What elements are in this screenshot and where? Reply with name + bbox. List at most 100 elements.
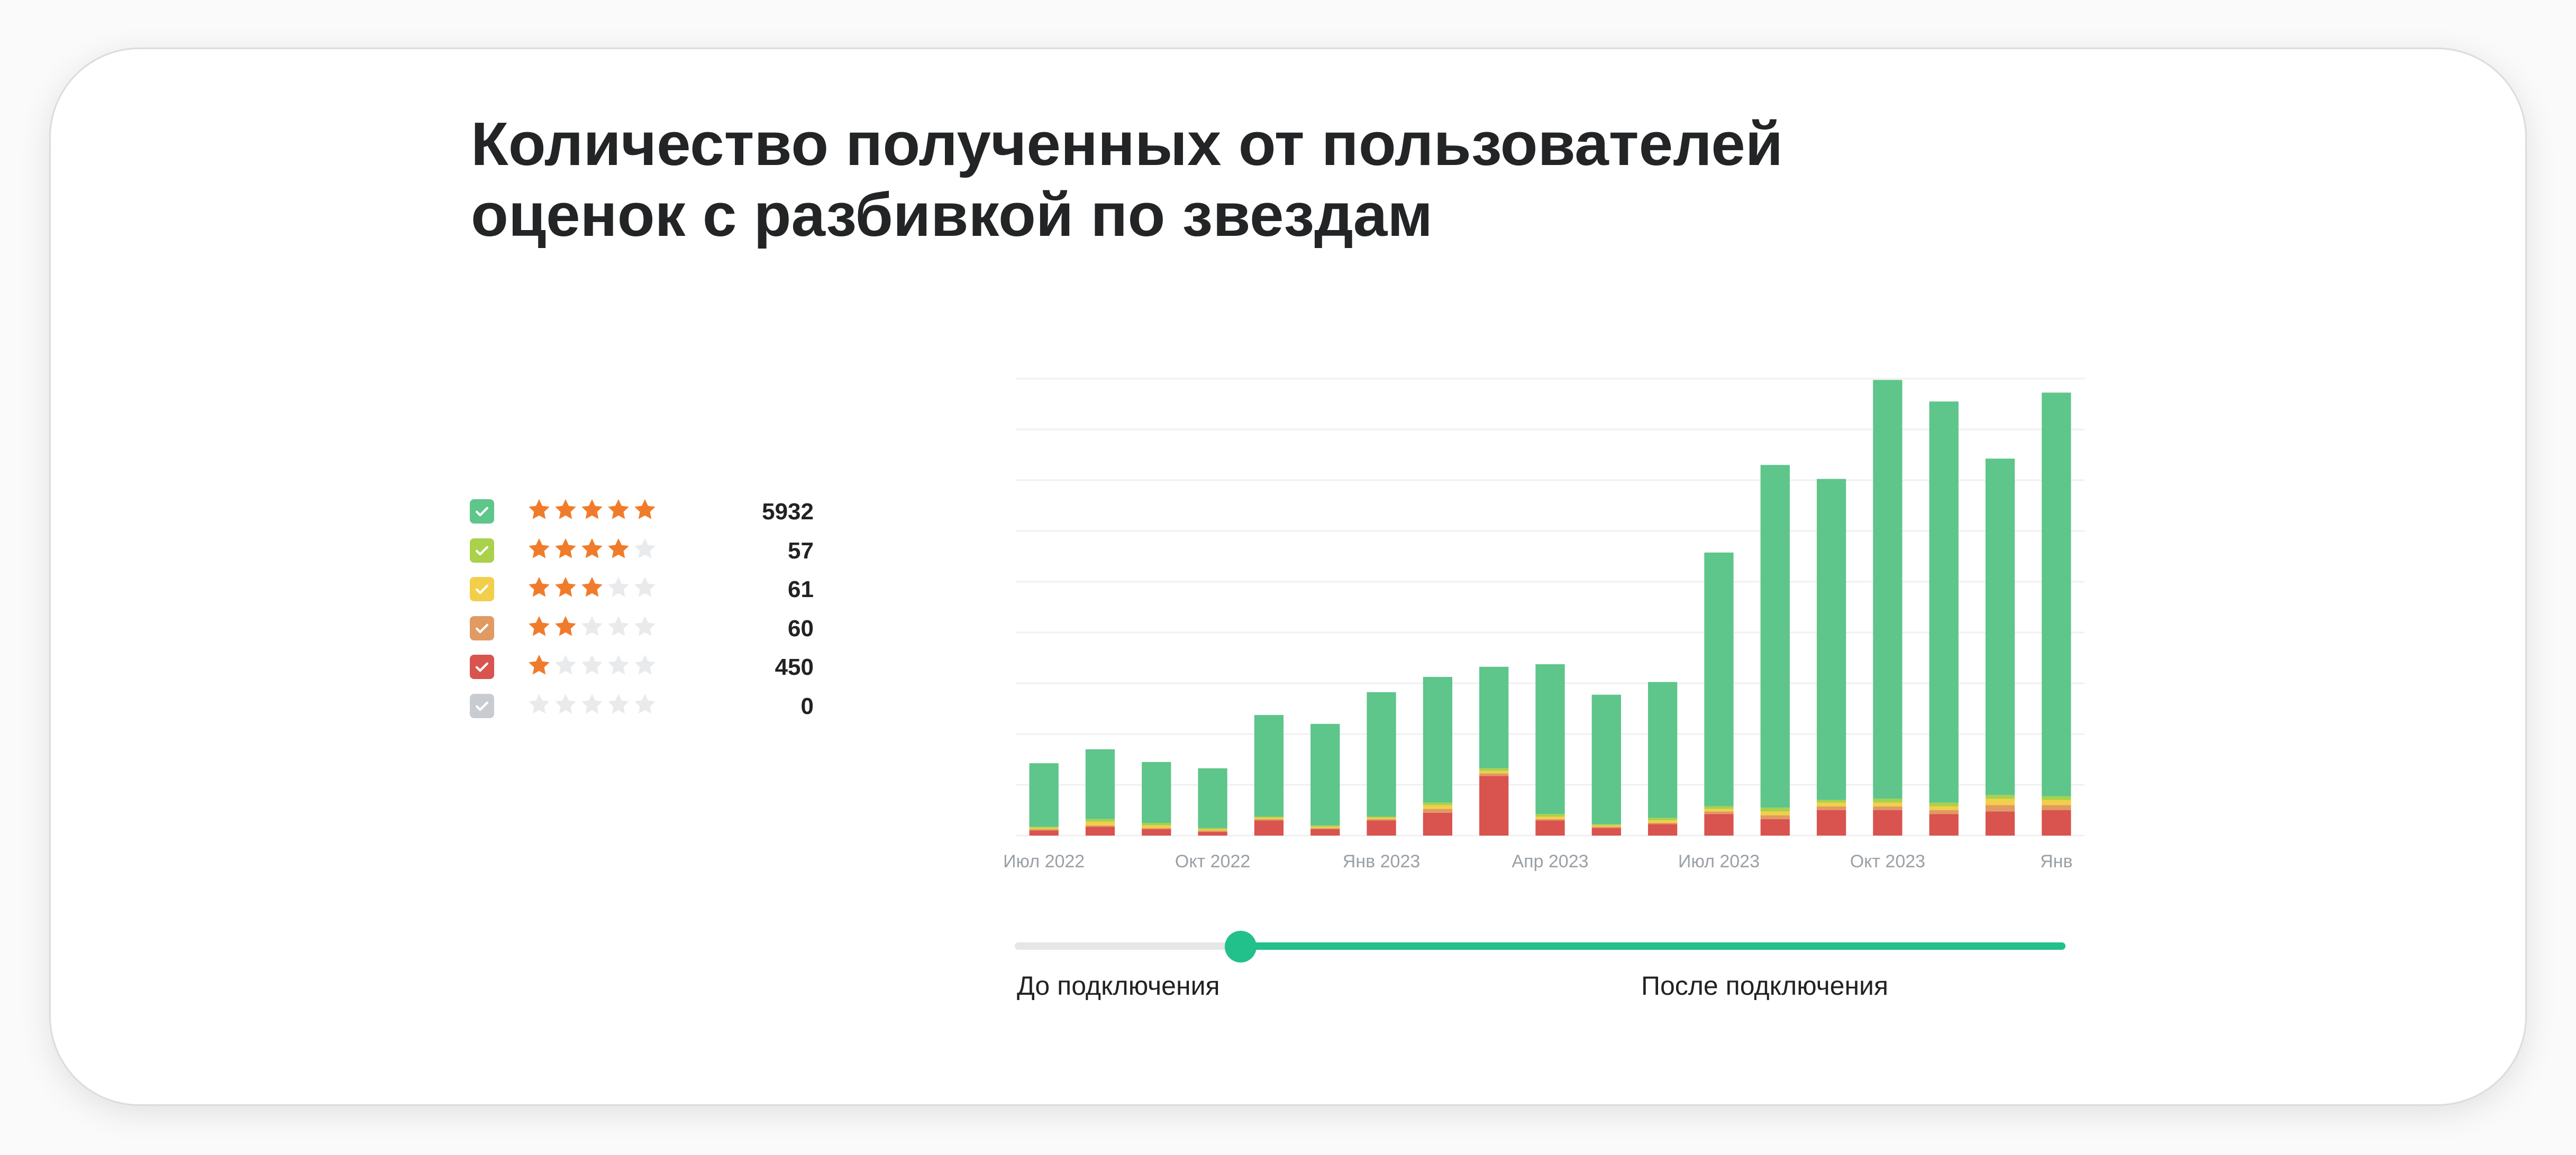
bar-segment-2-stars[interactable]	[1142, 828, 1171, 829]
bar-segment-4-stars[interactable]	[1816, 800, 1846, 803]
bar-segment-2-stars[interactable]	[1029, 829, 1059, 831]
bar-segment-1-stars[interactable]	[1198, 831, 1227, 836]
check-icon[interactable]	[470, 499, 494, 524]
bar-segment-3-stars[interactable]	[1535, 817, 1565, 819]
bar-segment-3-stars[interactable]	[1873, 802, 1903, 806]
bar-segment-5-stars[interactable]	[1873, 380, 1903, 799]
bar-segment-3-stars[interactable]	[1423, 805, 1453, 809]
bar-segment-2-stars[interactable]	[1647, 823, 1678, 824]
bar-segment-1-stars[interactable]	[1760, 819, 1790, 836]
bar-segment-4-stars[interactable]	[1647, 818, 1678, 821]
bar-segment-5-stars[interactable]	[1704, 552, 1734, 806]
bar-segment-4-stars[interactable]	[1367, 817, 1396, 818]
check-icon[interactable]	[470, 693, 494, 718]
bar-segment-2-stars[interactable]	[1985, 805, 2015, 812]
bar-segment-2-stars[interactable]	[1591, 827, 1621, 828]
bar-segment-5-stars[interactable]	[1142, 762, 1171, 823]
bar-segment-4-stars[interactable]	[2042, 796, 2071, 800]
bar-segment-1-stars[interactable]	[1479, 776, 1509, 836]
bar-segment-5-stars[interactable]	[1929, 401, 1959, 803]
bar-segment-5-stars[interactable]	[1310, 723, 1340, 826]
bar-segment-1-stars[interactable]	[1367, 820, 1396, 836]
bar-segment-5-stars[interactable]	[1985, 459, 2015, 795]
bar-segment-1-stars[interactable]	[1029, 830, 1059, 836]
bar-segment-4-stars[interactable]	[1929, 802, 1959, 806]
bar-segment-1-stars[interactable]	[1985, 811, 2015, 836]
bar-segment-4-stars[interactable]	[1085, 819, 1115, 822]
bar-segment-1-stars[interactable]	[1085, 827, 1115, 836]
bar-segment-5-stars[interactable]	[1198, 768, 1227, 828]
bar-segment-5-stars[interactable]	[1591, 694, 1621, 824]
bar-segment-3-stars[interactable]	[1142, 825, 1171, 828]
bar-segment-2-stars[interactable]	[1310, 828, 1340, 829]
bar-segment-5-stars[interactable]	[2042, 392, 2071, 796]
bar-segment-3-stars[interactable]	[1929, 806, 1959, 810]
bar-segment-2-stars[interactable]	[2042, 805, 2071, 810]
bar-segment-4-stars[interactable]	[1873, 799, 1903, 803]
check-icon[interactable]	[470, 538, 494, 563]
bar-segment-4-stars[interactable]	[1704, 806, 1734, 809]
check-icon[interactable]	[470, 616, 494, 640]
slider-thumb[interactable]	[1225, 931, 1257, 962]
bar-segment-3-stars[interactable]	[1254, 818, 1284, 819]
bar-segment-4-stars[interactable]	[1985, 795, 2015, 799]
bar-segment-1-stars[interactable]	[1591, 828, 1621, 836]
bar-segment-4-stars[interactable]	[1423, 802, 1453, 805]
bar-segment-5-stars[interactable]	[1254, 715, 1284, 817]
bar-segment-3-stars[interactable]	[1198, 829, 1227, 831]
bar-segment-5-stars[interactable]	[1029, 763, 1059, 827]
bar-segment-1-stars[interactable]	[1929, 814, 1959, 836]
check-icon[interactable]	[470, 655, 494, 680]
bar-segment-5-stars[interactable]	[1535, 664, 1565, 814]
bar-segment-4-stars[interactable]	[1142, 823, 1171, 826]
bar-segment-3-stars[interactable]	[1029, 828, 1059, 829]
bar-segment-1-stars[interactable]	[1535, 820, 1565, 836]
bar-segment-4-stars[interactable]	[1198, 828, 1227, 829]
bar-segment-3-stars[interactable]	[1816, 802, 1846, 806]
before-after-slider[interactable]	[1015, 931, 2073, 962]
bar-segment-5-stars[interactable]	[1647, 682, 1678, 818]
bar-segment-3-stars[interactable]	[1310, 827, 1340, 828]
bar-segment-4-stars[interactable]	[1760, 808, 1790, 812]
bar-segment-2-stars[interactable]	[1535, 819, 1565, 821]
bar-segment-1-stars[interactable]	[1704, 814, 1734, 836]
bar-segment-3-stars[interactable]	[1479, 771, 1509, 774]
bar-segment-2-stars[interactable]	[1198, 830, 1227, 832]
bar-segment-2-stars[interactable]	[1085, 825, 1115, 827]
bar-segment-4-stars[interactable]	[1591, 824, 1621, 826]
bar-segment-4-stars[interactable]	[1535, 814, 1565, 817]
bar-segment-1-stars[interactable]	[2042, 810, 2071, 836]
bar-segment-2-stars[interactable]	[1423, 809, 1453, 813]
bar-segment-3-stars[interactable]	[1760, 811, 1790, 815]
bar-segment-1-stars[interactable]	[1816, 810, 1846, 836]
bar-segment-2-stars[interactable]	[1873, 806, 1903, 810]
bar-segment-5-stars[interactable]	[1816, 479, 1846, 800]
bar-segment-2-stars[interactable]	[1254, 819, 1284, 821]
bar-segment-4-stars[interactable]	[1479, 768, 1509, 771]
bar-segment-3-stars[interactable]	[1985, 799, 2015, 805]
bar-segment-3-stars[interactable]	[1591, 825, 1621, 827]
bar-segment-4-stars[interactable]	[1254, 817, 1284, 818]
bar-segment-5-stars[interactable]	[1760, 465, 1790, 808]
bar-segment-2-stars[interactable]	[1929, 810, 1959, 814]
bar-segment-1-stars[interactable]	[1254, 820, 1284, 836]
bar-segment-3-stars[interactable]	[1704, 809, 1734, 812]
bar-segment-2-stars[interactable]	[1479, 773, 1509, 776]
bar-segment-5-stars[interactable]	[1479, 666, 1509, 768]
bar-segment-3-stars[interactable]	[2042, 800, 2071, 805]
bar-segment-5-stars[interactable]	[1367, 692, 1396, 817]
bar-segment-2-stars[interactable]	[1367, 819, 1396, 821]
bar-segment-5-stars[interactable]	[1423, 677, 1453, 803]
bar-segment-1-stars[interactable]	[1873, 810, 1903, 836]
bar-segment-3-stars[interactable]	[1367, 818, 1396, 819]
bar-segment-1-stars[interactable]	[1423, 812, 1453, 836]
bar-segment-1-stars[interactable]	[1647, 824, 1678, 836]
bar-segment-3-stars[interactable]	[1085, 821, 1115, 826]
bar-segment-2-stars[interactable]	[1704, 811, 1734, 814]
bar-segment-3-stars[interactable]	[1647, 820, 1678, 823]
bar-segment-4-stars[interactable]	[1310, 825, 1340, 827]
bar-segment-2-stars[interactable]	[1760, 815, 1790, 819]
bar-segment-4-stars[interactable]	[1029, 827, 1059, 828]
bar-segment-1-stars[interactable]	[1310, 829, 1340, 836]
bar-segment-5-stars[interactable]	[1085, 749, 1115, 819]
